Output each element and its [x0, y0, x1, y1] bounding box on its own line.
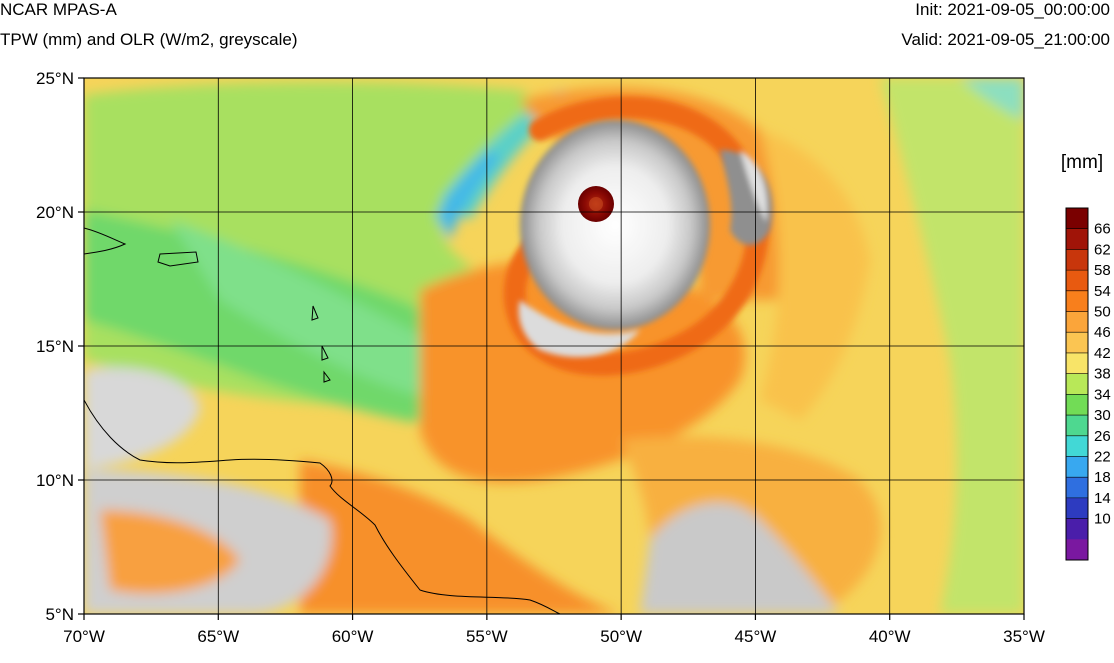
colorbar-swatch — [1066, 249, 1088, 271]
colorbar-swatch — [1066, 352, 1088, 375]
colorbar-swatch — [1066, 497, 1088, 520]
colorbar-level-label: 26 — [1094, 428, 1111, 445]
lon-tick-label: 40°W — [869, 627, 911, 646]
colorbar-level-label: 50 — [1094, 304, 1111, 321]
lat-tick-label: 15°N — [36, 337, 74, 356]
colorbar-level-label: 22 — [1094, 448, 1111, 465]
lon-tick-label: 65°W — [197, 627, 239, 646]
colorbar-level-label: 18 — [1094, 469, 1111, 486]
tpw-olr-field — [84, 78, 1024, 614]
lon-tick-label: 45°W — [735, 627, 777, 646]
figure-subtitle: TPW (mm) and OLR (W/m2, greyscale) — [0, 30, 298, 49]
coastlines — [84, 227, 561, 614]
lon-tick-label: 60°W — [332, 627, 374, 646]
colorbar-swatch — [1066, 228, 1088, 250]
lat-tick-label: 5°N — [45, 605, 74, 624]
lon-tick-label: 35°W — [1003, 627, 1045, 646]
colorbar-level-label: 62 — [1094, 241, 1111, 258]
lat-tick-label: 25°N — [36, 69, 74, 88]
lat-tick-label: 10°N — [36, 471, 74, 490]
colorbar-swatch — [1066, 290, 1088, 313]
colorbar-swatch — [1066, 477, 1088, 499]
colorbar-swatch — [1066, 456, 1088, 478]
colorbar-unit: [mm] — [1061, 152, 1103, 173]
colorbar-level-label: 14 — [1094, 490, 1111, 507]
map-gridlines — [84, 78, 1024, 614]
colorbar-level-label: 42 — [1094, 345, 1111, 362]
colorbar-level-label: 58 — [1094, 262, 1111, 279]
colorbar-level-label: 54 — [1094, 283, 1111, 300]
colorbar-swatch — [1066, 311, 1088, 333]
colorbar-swatch — [1066, 435, 1088, 457]
lat-tick-label: 20°N — [36, 203, 74, 222]
colorbar-swatch — [1066, 270, 1088, 292]
lon-tick-label: 50°W — [600, 627, 642, 646]
colorbar-swatch — [1066, 518, 1088, 540]
colorbar-level-label: 46 — [1094, 324, 1111, 341]
init-time: Init: 2021-09-05_00:00:00 — [915, 0, 1110, 19]
lon-tick-label: 70°W — [63, 627, 105, 646]
colorbar-swatch — [1066, 539, 1088, 561]
axis-ticks: 70°W 65°W 60°W 55°W 50°W 45°W 40°W 35°W 25°N 20°N… — [36, 69, 1045, 646]
colorbar-swatch — [1066, 415, 1088, 437]
colorbar-level-label: 10 — [1094, 511, 1111, 528]
valid-time: Valid: 2021-09-05_21:00:00 — [901, 30, 1110, 49]
colorbar-level-label: 38 — [1094, 366, 1111, 383]
colorbar: 66 62 58 54 50 46 42 38 34 30 26 22 18 14 10 [mm] — [1061, 152, 1111, 561]
colorbar-swatch — [1066, 332, 1088, 354]
colorbar-level-label: 34 — [1094, 386, 1111, 403]
colorbar-level-label: 66 — [1094, 221, 1111, 238]
colorbar-swatch — [1066, 208, 1088, 230]
colorbar-swatch — [1066, 373, 1088, 395]
lon-tick-label: 55°W — [466, 627, 508, 646]
colorbar-level-label: 30 — [1094, 407, 1111, 424]
colorbar-frame — [1065, 207, 1089, 561]
colorbar-swatch — [1066, 394, 1088, 416]
figure-title: NCAR MPAS-A — [0, 0, 117, 19]
